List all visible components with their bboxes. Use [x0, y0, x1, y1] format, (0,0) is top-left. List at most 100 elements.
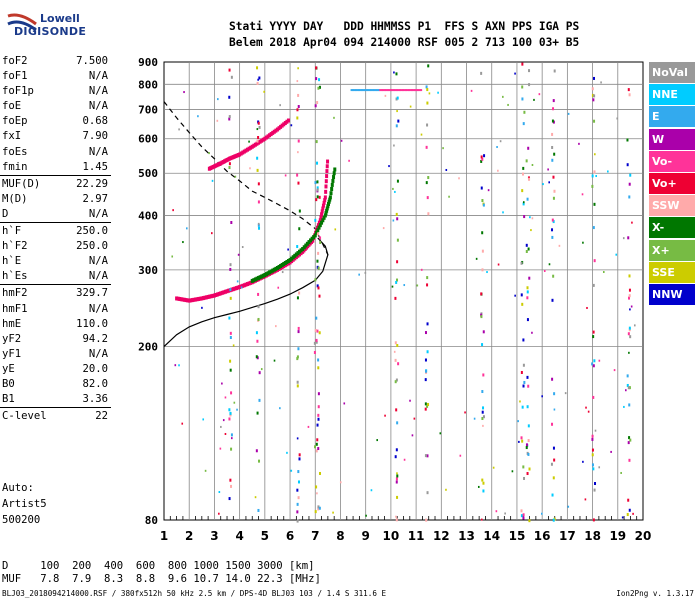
noise-point: [384, 414, 386, 417]
trace-point: [315, 230, 319, 235]
param-row: B0 82.0: [0, 377, 111, 392]
noise-point: [627, 332, 630, 336]
noise-point: [626, 383, 629, 387]
noise-point: [594, 482, 597, 486]
noise-point: [222, 419, 225, 422]
trace-point: [400, 89, 403, 92]
param-value: N/A: [88, 70, 108, 83]
noise-point: [343, 402, 346, 405]
trace-point: [299, 248, 303, 253]
noise-point: [393, 350, 396, 353]
noise-point: [220, 425, 222, 428]
noise-point: [522, 465, 525, 469]
noise-point: [231, 437, 233, 440]
trace-point: [184, 298, 188, 303]
noise-point: [427, 212, 430, 216]
noise-point: [228, 162, 231, 166]
noise-point: [426, 196, 429, 200]
trace-point: [296, 253, 300, 258]
trace-point: [238, 285, 242, 290]
noise-point: [551, 235, 554, 239]
trace-point: [365, 89, 368, 92]
param-value: 82.0: [82, 377, 108, 390]
noise-point: [427, 176, 430, 180]
noise-point: [424, 407, 427, 411]
noise-point: [396, 260, 399, 264]
noise-point: [548, 181, 550, 184]
noise-point: [551, 228, 554, 232]
param-row: foF1p N/A: [0, 84, 111, 99]
noise-point: [520, 261, 523, 265]
trace-point: [311, 238, 315, 243]
noise-point: [483, 154, 486, 158]
noise-point: [391, 285, 394, 288]
noise-point: [296, 380, 299, 384]
param-separator: [0, 284, 111, 286]
noise-point: [218, 491, 221, 494]
trace-point: [230, 287, 234, 292]
noise-point: [263, 90, 265, 93]
noise-point: [514, 72, 516, 75]
noise-point: [553, 189, 556, 193]
noise-point: [316, 329, 319, 333]
noise-point: [628, 326, 631, 330]
trace-point: [272, 267, 276, 272]
noise-point: [481, 249, 484, 253]
noise-point: [172, 209, 174, 212]
noise-point: [229, 478, 232, 482]
trace-point: [246, 147, 250, 152]
noise-point: [552, 518, 555, 522]
noise-point: [600, 81, 602, 84]
trace-point: [307, 240, 311, 245]
noise-point: [228, 408, 231, 412]
trace-point: [312, 235, 316, 240]
param-value: 20.0: [82, 362, 108, 375]
trace-point: [403, 89, 406, 92]
noise-point: [521, 62, 524, 66]
noise-point: [425, 85, 428, 89]
param-name: B1: [2, 393, 15, 406]
noise-point: [411, 434, 414, 437]
noise-point: [232, 344, 235, 347]
noise-point: [397, 362, 400, 366]
trace-point: [194, 297, 198, 302]
trace-point: [275, 127, 279, 132]
noise-point: [228, 316, 231, 320]
param-value: 22: [95, 410, 108, 423]
param-name: M(D): [2, 192, 28, 205]
noise-point: [553, 152, 556, 156]
noise-point: [219, 447, 222, 450]
noise-point: [496, 146, 498, 149]
noise-point: [558, 244, 561, 247]
trace-point: [324, 189, 328, 194]
noise-point: [376, 439, 378, 442]
noise-point: [426, 404, 429, 408]
noise-point: [396, 344, 399, 348]
trace-point: [298, 249, 302, 254]
param-name: h`F2: [2, 240, 28, 253]
noise-point: [395, 515, 397, 518]
trace-point: [279, 124, 283, 129]
param-row: foF1 N/A: [0, 69, 111, 84]
noise-point: [473, 417, 476, 420]
trace-point: [417, 89, 420, 92]
noise-point: [591, 463, 594, 467]
trace-point: [271, 268, 275, 273]
trace-point: [291, 255, 295, 260]
noise-point: [538, 93, 541, 96]
trace-point: [418, 89, 421, 92]
noise-point: [395, 480, 398, 484]
noise-point: [416, 284, 419, 287]
noise-point: [296, 355, 299, 359]
noise-point: [482, 415, 485, 419]
trace-point: [405, 89, 408, 92]
noise-point: [403, 458, 406, 461]
param-name: h`E: [2, 255, 22, 268]
noise-point: [257, 78, 259, 81]
param-name: fmin: [2, 160, 28, 173]
noise-point: [540, 512, 543, 515]
param-value: 250.0: [76, 240, 108, 253]
trace-point: [190, 298, 194, 303]
noise-point: [256, 168, 259, 172]
noise-point: [521, 85, 524, 89]
